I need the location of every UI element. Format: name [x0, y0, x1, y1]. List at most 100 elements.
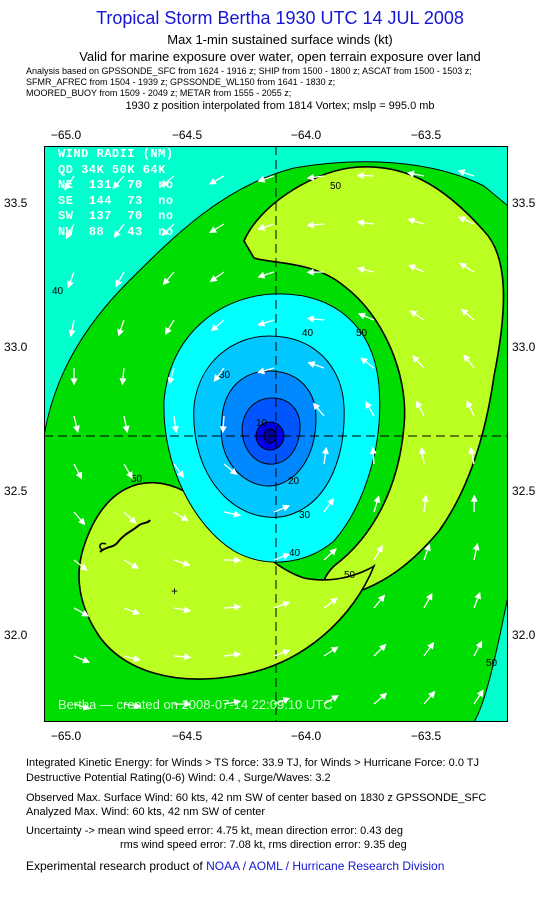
wind-vectors	[64, 169, 484, 711]
wind-vector-head	[257, 175, 266, 183]
left-latitude-labels: 33.5 33.0 32.5 32.0	[4, 146, 44, 722]
lon-label: −64.0	[290, 729, 322, 743]
wind-vector-head	[112, 181, 120, 190]
wind-vector-head	[379, 692, 388, 700]
wind-vector-head	[67, 280, 74, 289]
wind-vector-head	[327, 497, 335, 506]
uncertainty-text: Uncertainty -> mean wind speed error: 4.…	[26, 825, 403, 837]
contour-label: 40	[289, 548, 301, 559]
wind-band-50-ne	[243, 166, 505, 598]
wind-vector-head	[183, 606, 192, 614]
analyzed-max-wind: Analyzed Max. Wind: 60 kts, 42 nm SW of …	[26, 806, 266, 818]
wind-vector-head	[122, 425, 130, 434]
lat-label: 33.0	[512, 340, 536, 354]
noaa-link[interactable]: NOAA / AOML / Hurricane Research Divisio…	[206, 859, 445, 873]
col-34k: 34K	[81, 162, 105, 177]
wind-vector-head	[466, 400, 473, 409]
wind-vector-head	[321, 446, 329, 455]
wind-vector-head	[460, 308, 469, 316]
col-qd: QD	[58, 162, 74, 177]
wind-vector-head	[418, 446, 426, 455]
wind-vector-head	[307, 361, 316, 368]
lon-label: −63.5	[410, 729, 442, 743]
wind-vector-head	[406, 170, 415, 178]
lon-label: −64.5	[171, 729, 203, 743]
cell-50k: 70	[127, 209, 143, 223]
lat-label: 32.5	[512, 484, 536, 498]
wind-vector-head	[219, 426, 227, 434]
wind-vector-head	[357, 312, 366, 320]
top-longitude-labels: −65.0 −64.5 −64.0 −63.5	[44, 128, 524, 142]
wind-field-map: + 10 20 30 30 40 40 50 50 50 50 50 40	[44, 146, 508, 722]
col-64k: 64K	[142, 162, 166, 177]
cell-64k: no	[158, 178, 174, 192]
bottom-longitude-labels: −65.0 −64.5 −64.0 −63.5	[44, 729, 524, 743]
wind-vector-head	[306, 221, 314, 229]
map-credit: Bertha — created on 2008-07-14 22:09:10 …	[58, 697, 333, 712]
contour-label: 50	[486, 658, 498, 669]
wind-vector-head	[129, 516, 137, 524]
wind-vector-head	[82, 703, 91, 711]
wind-vector-head	[306, 315, 315, 323]
observed-max-wind: Observed Max. Surface Wind: 60 kts, 42 n…	[26, 792, 487, 804]
wind-vector-head	[229, 467, 238, 476]
wind-vector-head	[421, 494, 429, 503]
wind-vector-head	[424, 543, 431, 552]
wind-vector-head	[79, 563, 88, 571]
contour-label: 50	[330, 181, 342, 192]
wind-vector-head	[115, 279, 123, 288]
cell-qd: NE	[58, 178, 74, 192]
analysis-sources: Analysis based on GPSSONDE_SFC from 1624…	[26, 66, 556, 99]
wind-vector-head	[357, 266, 365, 274]
lon-label: −64.5	[171, 128, 203, 142]
lon-label: −65.0	[50, 128, 82, 142]
wind-vector-head	[463, 354, 471, 362]
wind-vector-head	[182, 559, 191, 567]
wind-vector-head	[459, 262, 468, 270]
cell-qd: SE	[58, 193, 74, 208]
lat-label: 32.5	[4, 484, 28, 498]
cell-34k: 131	[88, 178, 112, 192]
position-note: 1930 z position interpolated from 1814 V…	[125, 100, 435, 112]
wind-vector-head	[161, 228, 169, 237]
wind-vector-head	[282, 697, 291, 704]
wind-vector-head	[64, 182, 72, 191]
wind-vector-head	[209, 226, 218, 234]
wind-vector-head	[160, 179, 169, 188]
wind-radii-table: WIND RADII (NM) QD 34K 50K 64K NE 131 70…	[58, 147, 174, 240]
wind-vector-head	[312, 402, 321, 411]
lat-label: 32.0	[4, 628, 28, 642]
wind-vector-head	[330, 597, 338, 605]
wind-vector-head	[468, 446, 476, 455]
wind-vector-head	[180, 514, 189, 522]
wind-vector-head	[65, 231, 73, 240]
wind-vector-head	[416, 400, 423, 409]
wind-vector-head	[233, 510, 242, 518]
cell-64k: no	[158, 209, 174, 223]
cell-50k: 70	[127, 178, 143, 192]
wind-vector-head	[306, 173, 315, 181]
col-50k: 50K	[111, 162, 136, 177]
wind-vector-head	[378, 643, 387, 652]
wind-vector-head	[208, 177, 217, 185]
wind-vector-head	[257, 223, 266, 231]
subtitle-winds: Max 1-min sustained surface winds (kt)	[167, 32, 393, 47]
wind-vector-head	[470, 494, 478, 502]
wind-radii-header: WIND RADII (NM)	[58, 147, 174, 161]
wind-vector-head	[234, 556, 242, 564]
wind-vector-head	[133, 702, 142, 710]
wind-vector-head	[356, 219, 365, 227]
wind-vector-head	[412, 355, 420, 363]
wind-radii-row: NE 131 70 no	[58, 178, 174, 194]
lon-label: −63.5	[410, 128, 442, 142]
map-frame	[44, 146, 508, 722]
wind-vector-head	[356, 171, 364, 180]
wind-vector-head	[117, 328, 124, 337]
wind-vector-head	[70, 378, 78, 386]
lat-label: 33.0	[4, 340, 28, 354]
wind-vector-head	[177, 470, 185, 479]
wind-vector-head	[476, 689, 484, 698]
contour-label: 40	[52, 286, 64, 297]
contour-label: 10	[256, 418, 268, 429]
ike-text: Integrated Kinetic Energy: for Winds > T…	[26, 757, 480, 769]
